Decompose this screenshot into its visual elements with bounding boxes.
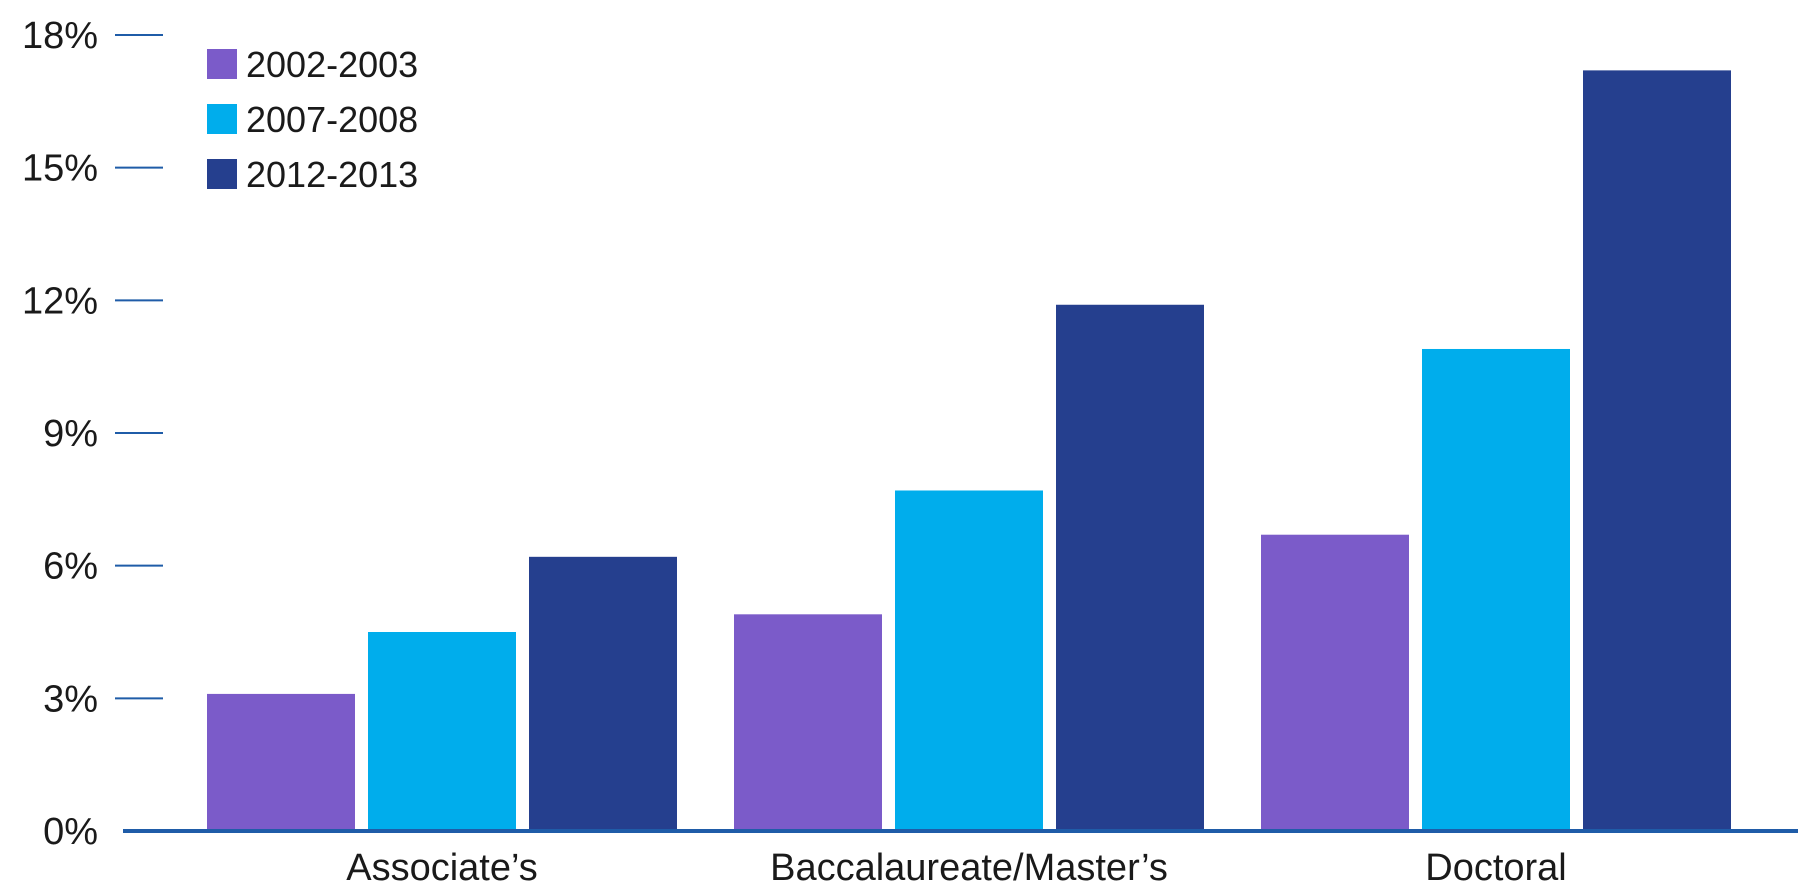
bar-2012-2013-0 xyxy=(529,556,677,831)
x-category-label: Doctoral xyxy=(1425,847,1567,889)
y-tick-label: 12% xyxy=(22,280,98,322)
y-tick-label: 9% xyxy=(43,413,98,455)
y-tick-label: 18% xyxy=(22,15,98,57)
bars-group xyxy=(207,70,1731,831)
bar-2002-2003-1 xyxy=(734,614,882,831)
legend-label: 2012-2013 xyxy=(246,154,418,195)
legend-label: 2002-2003 xyxy=(246,44,418,85)
legend-label: 2007-2008 xyxy=(246,99,418,140)
y-tick-label: 6% xyxy=(43,546,98,588)
bar-2007-2008-1 xyxy=(895,490,1043,831)
x-axis-labels: Associate’s Baccalaureate/Master’s Doctora… xyxy=(346,847,1567,889)
bar-2007-2008-0 xyxy=(368,632,516,831)
legend-swatch xyxy=(207,159,237,189)
legend: 2002-2003 2007-2008 2012-2013 xyxy=(207,44,418,195)
bar-2012-2013-2 xyxy=(1583,70,1731,831)
legend-swatch xyxy=(207,104,237,134)
bar-2002-2003-0 xyxy=(207,693,355,831)
bar-2007-2008-2 xyxy=(1422,348,1570,831)
x-category-label: Baccalaureate/Master’s xyxy=(770,847,1168,889)
y-tick-label: 0% xyxy=(43,811,98,853)
y-tick-label: 15% xyxy=(22,148,98,190)
bar-2012-2013-1 xyxy=(1056,304,1204,831)
y-tick-label: 3% xyxy=(43,678,98,720)
x-category-label: Associate’s xyxy=(346,847,538,889)
bar-2002-2003-2 xyxy=(1261,534,1409,831)
legend-swatch xyxy=(207,49,237,79)
y-axis: 0% 3% 6% 9% 12% 15% 18% xyxy=(22,15,163,853)
